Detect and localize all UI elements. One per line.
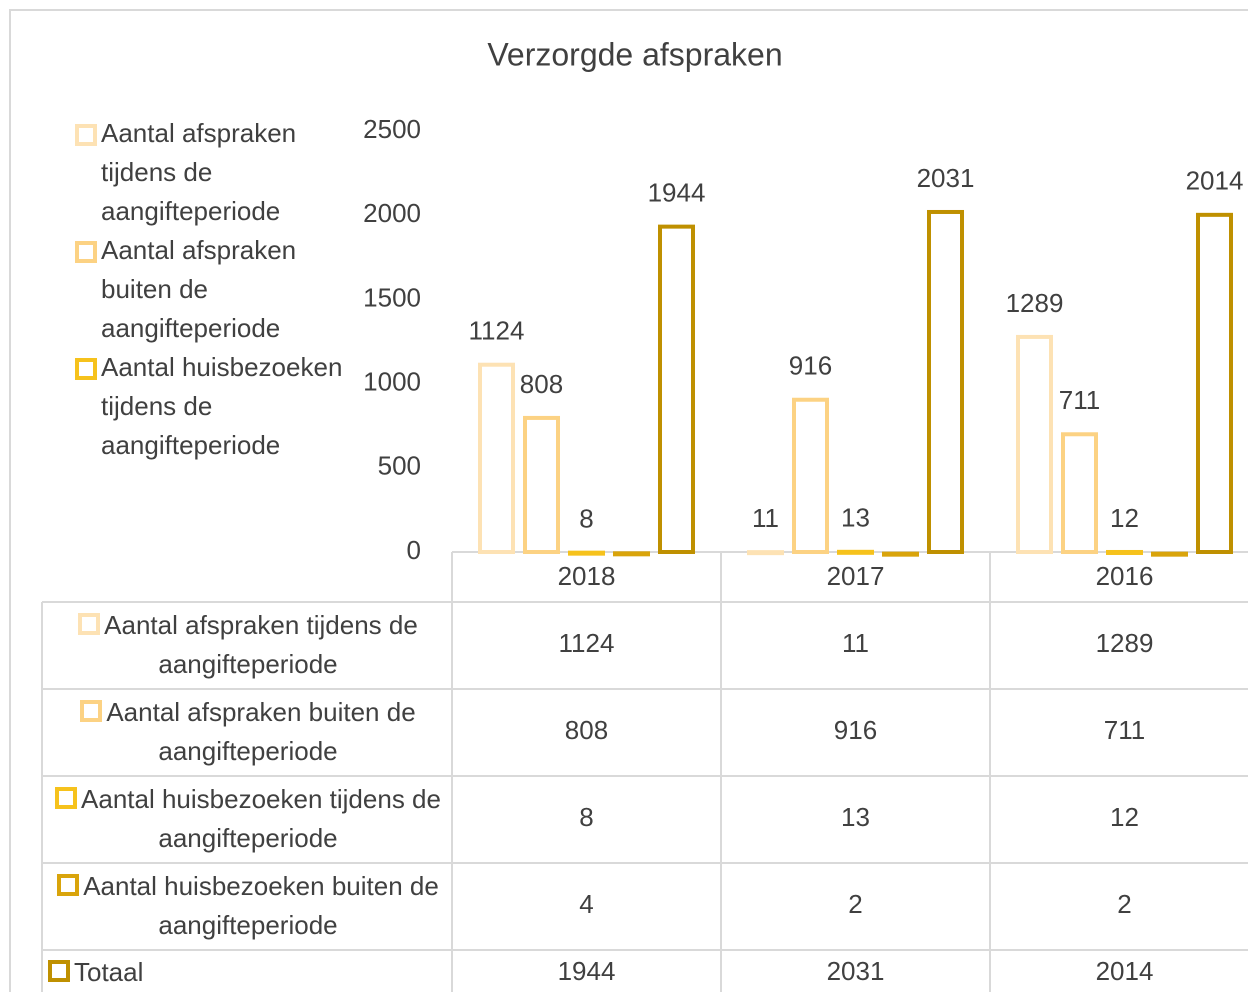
table-value: 2 — [848, 889, 862, 919]
data-label: 12 — [1110, 503, 1139, 533]
bar — [1106, 549, 1143, 555]
table-marker — [48, 960, 70, 982]
y-tick-label: 0 — [407, 535, 421, 565]
table-value: 2 — [1117, 889, 1131, 919]
bar — [478, 362, 515, 555]
legend-marker — [75, 241, 97, 263]
table-value: 13 — [841, 802, 870, 832]
data-label: 2014 — [1186, 166, 1244, 196]
table-row-header-body: Aantal huisbezoeken tijdens de aangiftep… — [48, 780, 448, 858]
table-value: 12 — [1110, 802, 1139, 832]
y-tick-label: 1500 — [363, 282, 421, 312]
table-row-label: Aantal huisbezoeken tijdens de aangiftep… — [81, 784, 441, 853]
legend: Aantal afspraken tijdens de aangifteperi… — [75, 114, 345, 465]
y-tick-label: 2000 — [363, 198, 421, 228]
table-row-header-body: Totaal — [48, 953, 448, 992]
bar — [792, 397, 829, 554]
x-tick-label: 2017 — [827, 561, 885, 591]
legend-entry: Aantal afspraken tijdens de aangifteperi… — [75, 114, 345, 231]
table-row-label: Totaal — [74, 957, 144, 987]
table-value: 4 — [579, 889, 593, 919]
legend-marker — [75, 358, 97, 380]
data-label: 1289 — [1006, 288, 1064, 318]
table-row-header: Aantal afspraken buiten de aangifteperio… — [48, 693, 448, 771]
data-label: 1124 — [469, 316, 525, 346]
bar — [1196, 212, 1233, 554]
chart-title: Verzorgde afspraken — [487, 36, 782, 72]
table-row-header: Aantal afspraken tijdens de aangifteperi… — [48, 606, 448, 684]
legend-label: Aantal afspraken tijdens de aangifteperi… — [101, 118, 297, 226]
table-row-header: Aantal huisbezoeken tijdens de aangiftep… — [48, 780, 448, 858]
legend-label: Aantal huisbezoeken tijdens de aangiftep… — [101, 352, 343, 460]
bar — [882, 551, 919, 557]
table-value: 711 — [1104, 715, 1145, 745]
table-value: 2031 — [827, 956, 885, 986]
y-tick-label: 500 — [378, 451, 421, 481]
table-value: 1289 — [1096, 628, 1154, 658]
table-marker — [80, 700, 103, 722]
table-marker — [55, 787, 78, 809]
bar — [1151, 551, 1188, 557]
bar — [523, 415, 560, 554]
y-tick-label: 2500 — [363, 114, 421, 144]
table-row-header: Totaal — [48, 953, 448, 992]
legend-marker — [75, 124, 97, 146]
table-row-header-body: Aantal afspraken tijdens de aangifteperi… — [48, 606, 448, 684]
bar — [1016, 334, 1053, 554]
legend-entry: Aantal huisbezoeken tijdens de aangiftep… — [75, 348, 345, 465]
legend-label: Aantal afspraken buiten de aangifteperio… — [101, 235, 297, 343]
legend-body: Aantal afspraken tijdens de aangifteperi… — [75, 114, 345, 465]
data-label: 1944 — [648, 178, 706, 208]
bar — [658, 224, 695, 554]
table-row-label: Aantal afspraken tijdens de aangifteperi… — [104, 610, 418, 679]
bar — [927, 209, 964, 554]
legend-entry: Aantal afspraken buiten de aangifteperio… — [75, 231, 345, 348]
x-tick-label: 2018 — [558, 561, 616, 591]
table-value: 808 — [565, 715, 608, 745]
y-tick-label: 1000 — [363, 366, 421, 396]
table-marker — [57, 874, 80, 896]
table-row-header: Aantal huisbezoeken buiten de aangiftepe… — [48, 867, 448, 945]
data-label: 808 — [520, 369, 563, 399]
bar — [747, 550, 784, 556]
table-marker — [78, 613, 101, 635]
data-label: 2031 — [917, 163, 975, 193]
data-label: 11 — [752, 503, 779, 533]
bar — [568, 550, 605, 556]
data-label: 8 — [579, 504, 593, 534]
bar — [1061, 432, 1098, 555]
table-row-label: Aantal huisbezoeken buiten de aangiftepe… — [83, 871, 439, 940]
bar — [837, 549, 874, 555]
table-value: 916 — [834, 715, 877, 745]
table-value: 2014 — [1096, 956, 1154, 986]
table-value: 1944 — [558, 956, 616, 986]
table-row-header-body: Aantal huisbezoeken buiten de aangiftepe… — [48, 867, 448, 945]
table-value: 8 — [579, 802, 593, 832]
data-label: 13 — [841, 503, 870, 533]
data-label: 711 — [1059, 385, 1100, 415]
bar — [613, 551, 650, 557]
table-row-header-body: Aantal afspraken buiten de aangifteperio… — [48, 693, 448, 771]
table-row-label: Aantal afspraken buiten de aangifteperio… — [106, 697, 416, 766]
data-label: 916 — [789, 351, 832, 381]
x-tick-label: 2016 — [1096, 561, 1154, 591]
table-value: 11 — [842, 628, 869, 658]
table-value: 1124 — [559, 628, 615, 658]
